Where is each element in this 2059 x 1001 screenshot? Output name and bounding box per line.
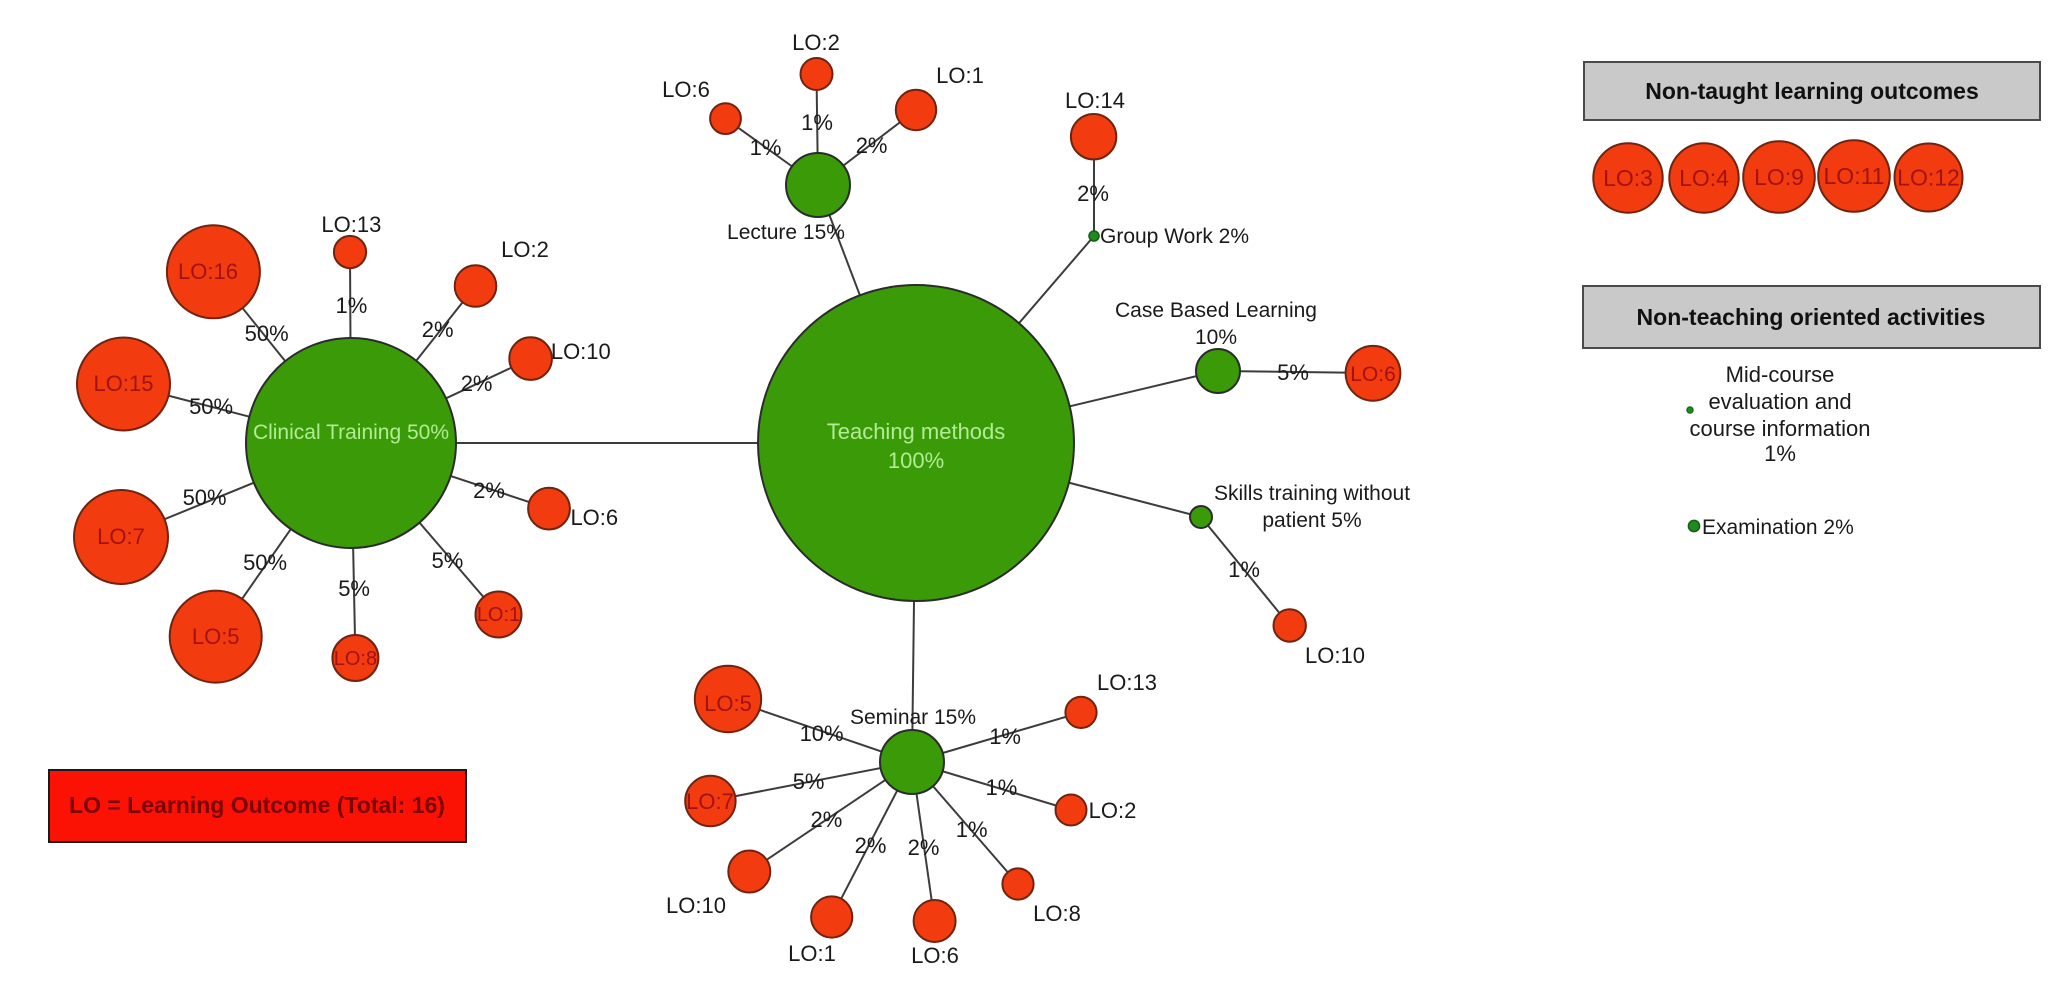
svg-text:LO:1: LO:1 <box>477 604 520 626</box>
svg-text:1%: 1% <box>1228 557 1260 582</box>
svg-text:2%: 2% <box>422 317 454 342</box>
svg-text:Lecture 15%: Lecture 15% <box>727 221 845 244</box>
svg-text:2%: 2% <box>461 371 493 396</box>
svg-text:LO:10: LO:10 <box>666 893 726 918</box>
svg-text:1%: 1% <box>986 775 1018 800</box>
svg-text:50%: 50% <box>189 394 233 419</box>
svg-text:Examination 2%: Examination 2% <box>1702 516 1854 539</box>
svg-text:LO:8: LO:8 <box>1033 901 1081 926</box>
svg-text:2%: 2% <box>473 478 505 503</box>
svg-text:Skills training without: Skills training without <box>1214 482 1410 505</box>
svg-text:50%: 50% <box>245 321 289 346</box>
svg-text:Case Based Learning: Case Based Learning <box>1115 299 1317 322</box>
svg-text:Group Work 2%: Group Work 2% <box>1100 225 1249 248</box>
svg-text:1%: 1% <box>1764 441 1796 466</box>
svg-text:LO:5: LO:5 <box>704 691 752 716</box>
svg-text:LO:10: LO:10 <box>1305 643 1365 668</box>
svg-text:LO:16: LO:16 <box>178 259 238 284</box>
svg-text:LO:6: LO:6 <box>1350 363 1396 386</box>
svg-text:2%: 2% <box>856 133 888 158</box>
svg-text:1%: 1% <box>750 135 782 160</box>
svg-text:LO:12: LO:12 <box>1897 165 1960 191</box>
svg-text:5%: 5% <box>1277 360 1309 385</box>
svg-text:1%: 1% <box>801 110 833 135</box>
svg-text:10%: 10% <box>800 721 844 746</box>
svg-text:50%: 50% <box>243 550 287 575</box>
svg-text:LO:13: LO:13 <box>321 212 381 237</box>
svg-text:LO:5: LO:5 <box>192 624 240 649</box>
svg-text:LO:2: LO:2 <box>1089 798 1137 823</box>
svg-text:LO:13: LO:13 <box>1097 670 1157 695</box>
svg-text:5%: 5% <box>793 769 825 794</box>
svg-text:LO:10: LO:10 <box>551 339 611 364</box>
svg-text:1%: 1% <box>956 817 988 842</box>
svg-text:Clinical Training 50%: Clinical Training 50% <box>253 421 449 444</box>
svg-text:2%: 2% <box>855 833 887 858</box>
svg-text:5%: 5% <box>432 548 464 573</box>
svg-text:LO:7: LO:7 <box>686 789 734 814</box>
svg-text:patient 5%: patient 5% <box>1262 509 1361 532</box>
svg-text:Teaching methods: Teaching methods <box>827 419 1006 444</box>
svg-text:LO:15: LO:15 <box>94 371 154 396</box>
svg-text:10%: 10% <box>1195 326 1237 349</box>
svg-text:100%: 100% <box>888 448 944 473</box>
svg-text:course information: course information <box>1690 416 1871 441</box>
svg-text:50%: 50% <box>183 485 227 510</box>
svg-text:LO:6: LO:6 <box>911 943 959 968</box>
svg-text:LO = Learning Outcome (Total:: LO = Learning Outcome (Total: 16) <box>69 792 445 818</box>
svg-text:evaluation and: evaluation and <box>1708 389 1851 414</box>
svg-text:LO:1: LO:1 <box>936 63 984 88</box>
svg-text:2%: 2% <box>811 807 843 832</box>
svg-text:Non-taught learning outcomes: Non-taught learning outcomes <box>1645 78 1979 104</box>
svg-text:5%: 5% <box>338 576 370 601</box>
svg-text:1%: 1% <box>336 293 368 318</box>
svg-text:2%: 2% <box>1077 181 1109 206</box>
svg-text:LO:2: LO:2 <box>501 237 549 262</box>
svg-text:Non-teaching oriented activiti: Non-teaching oriented activities <box>1637 304 1986 330</box>
svg-text:LO:3: LO:3 <box>1603 165 1653 191</box>
svg-text:LO:14: LO:14 <box>1065 88 1125 113</box>
svg-text:2%: 2% <box>908 835 940 860</box>
svg-text:LO:6: LO:6 <box>570 505 618 530</box>
svg-text:Seminar 15%: Seminar 15% <box>850 706 976 729</box>
svg-text:LO:6: LO:6 <box>662 77 710 102</box>
svg-text:1%: 1% <box>989 724 1021 749</box>
svg-text:LO:8: LO:8 <box>334 648 377 670</box>
svg-text:LO:9: LO:9 <box>1754 164 1804 190</box>
svg-text:LO:1: LO:1 <box>788 941 836 966</box>
svg-text:LO:4: LO:4 <box>1679 165 1729 191</box>
svg-text:LO:11: LO:11 <box>1824 163 1885 189</box>
svg-text:LO:2: LO:2 <box>792 30 840 55</box>
svg-text:Mid-course: Mid-course <box>1726 362 1835 387</box>
svg-text:LO:7: LO:7 <box>97 524 145 549</box>
